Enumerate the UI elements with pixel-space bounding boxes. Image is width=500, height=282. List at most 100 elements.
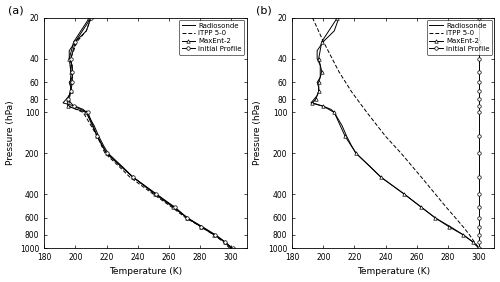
MaxEnt-2 <box>310 101 316 105</box>
Radiosonde <box>119 165 125 168</box>
MaxEnt-2 <box>334 16 340 19</box>
MaxEnt-2 <box>64 105 70 108</box>
MaxEnt-2 <box>460 233 466 237</box>
Initial Profile <box>476 111 482 114</box>
ITPP 5-0 <box>88 124 94 127</box>
Radiosonde <box>311 98 317 101</box>
Radiosonde <box>100 144 106 147</box>
Y-axis label: Pressure (hPa): Pressure (hPa) <box>254 101 262 165</box>
Radiosonde <box>470 240 476 244</box>
Radiosonde <box>91 124 97 127</box>
MaxEnt-2 <box>353 152 359 155</box>
ITPP 5-0 <box>84 29 89 32</box>
MaxEnt-2 <box>222 240 228 244</box>
ITPP 5-0 <box>398 152 404 155</box>
MaxEnt-2 <box>170 206 176 209</box>
MaxEnt-2 <box>66 57 72 60</box>
Initial Profile <box>68 57 74 60</box>
Initial Profile <box>476 81 482 84</box>
Radiosonde <box>318 64 324 67</box>
Initial Profile <box>130 175 136 179</box>
MaxEnt-2 <box>332 111 338 114</box>
MaxEnt-2 <box>71 40 77 43</box>
ITPP 5-0 <box>116 165 122 168</box>
Radiosonde <box>70 76 75 79</box>
Radiosonde <box>344 135 349 138</box>
Radiosonde <box>418 206 424 209</box>
Radiosonde <box>70 70 75 73</box>
Initial Profile <box>94 135 100 138</box>
ITPP 5-0 <box>66 105 72 108</box>
Initial Profile <box>85 111 91 114</box>
Radiosonde <box>154 192 160 196</box>
ITPP 5-0 <box>310 16 316 19</box>
Radiosonde <box>68 90 74 93</box>
Initial Profile <box>212 233 218 237</box>
ITPP 5-0 <box>471 240 477 244</box>
MaxEnt-2 <box>184 216 190 220</box>
Initial Profile <box>476 90 482 93</box>
MaxEnt-2 <box>470 240 476 244</box>
Radiosonde <box>320 40 326 43</box>
Initial Profile <box>476 206 482 209</box>
Radiosonde <box>476 246 482 250</box>
Radiosonde <box>66 49 72 52</box>
ITPP 5-0 <box>183 216 189 220</box>
Line: Initial Profile: Initial Profile <box>66 16 234 250</box>
MaxEnt-2 <box>94 135 100 138</box>
Line: Radiosonde: Radiosonde <box>63 18 231 248</box>
Radiosonde <box>60 101 66 105</box>
Initial Profile <box>172 206 178 209</box>
ITPP 5-0 <box>432 192 438 196</box>
Radiosonde <box>336 16 342 19</box>
Radiosonde <box>318 70 324 73</box>
Initial Profile <box>476 70 482 73</box>
MaxEnt-2 <box>312 98 318 101</box>
ITPP 5-0 <box>169 206 175 209</box>
MaxEnt-2 <box>68 90 74 93</box>
MaxEnt-2 <box>211 233 217 237</box>
Radiosonde <box>68 85 74 89</box>
Radiosonde <box>367 165 373 168</box>
Radiosonde <box>184 216 190 220</box>
Radiosonde <box>80 108 86 111</box>
Radiosonde <box>314 81 320 84</box>
Initial Profile <box>104 152 110 155</box>
Initial Profile <box>88 16 94 19</box>
ITPP 5-0 <box>94 135 100 138</box>
Initial Profile <box>230 246 235 250</box>
Radiosonde <box>432 216 438 220</box>
Line: ITPP 5-0: ITPP 5-0 <box>69 18 230 248</box>
Radiosonde <box>200 225 206 229</box>
Radiosonde <box>316 85 322 89</box>
MaxEnt-2 <box>476 246 482 250</box>
MaxEnt-2 <box>446 225 452 229</box>
Initial Profile <box>476 135 482 138</box>
Initial Profile <box>476 233 482 237</box>
Initial Profile <box>476 225 482 229</box>
ITPP 5-0 <box>68 70 74 73</box>
Radiosonde <box>84 29 89 32</box>
Initial Profile <box>154 192 160 196</box>
X-axis label: Temperature (K): Temperature (K) <box>357 267 430 276</box>
Radiosonde <box>170 206 176 209</box>
ITPP 5-0 <box>452 216 458 220</box>
Initial Profile <box>64 98 70 101</box>
Radiosonde <box>316 90 322 93</box>
Radiosonde <box>72 105 78 108</box>
ITPP 5-0 <box>80 111 86 114</box>
ITPP 5-0 <box>226 246 232 250</box>
Radiosonde <box>401 192 407 196</box>
ITPP 5-0 <box>336 70 342 73</box>
Line: Initial Profile: Initial Profile <box>477 16 480 250</box>
MaxEnt-2 <box>378 175 384 179</box>
Initial Profile <box>476 192 482 196</box>
Radiosonde <box>378 175 384 179</box>
MaxEnt-2 <box>64 98 70 101</box>
Radiosonde <box>228 246 234 250</box>
Initial Profile <box>198 225 204 229</box>
ITPP 5-0 <box>102 152 108 155</box>
ITPP 5-0 <box>466 233 472 237</box>
ITPP 5-0 <box>476 246 482 250</box>
MaxEnt-2 <box>130 175 136 179</box>
